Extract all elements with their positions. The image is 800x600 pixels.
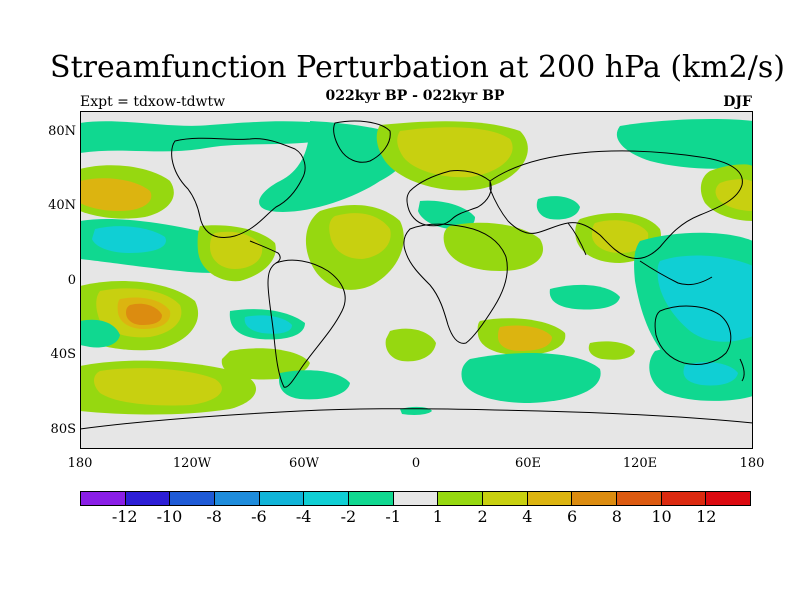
x-tick-0: 0 xyxy=(411,456,421,471)
colorbar-swatch xyxy=(617,492,662,505)
experiment-label: Expt = tdxow-tdwtw xyxy=(80,94,226,110)
coast-asia xyxy=(489,150,743,260)
colorbar-label: -8 xyxy=(206,507,222,526)
coast-south-america xyxy=(267,259,346,388)
colorbar-label: -6 xyxy=(251,507,267,526)
colorbar-swatch xyxy=(572,492,618,505)
colorbar-swatch xyxy=(527,492,573,505)
contour-north-america-green xyxy=(259,121,413,212)
contour-south-indian-pos-core xyxy=(498,325,552,351)
y-tick-80s: 80S xyxy=(50,422,76,437)
coast-antarctica xyxy=(80,408,753,430)
coast-europe xyxy=(406,170,492,227)
colorbar-swatch xyxy=(393,492,439,505)
x-tick-60w: 60W xyxy=(289,456,319,471)
plot-title: Streamfunction Perturbation at 200 hPa (… xyxy=(50,50,785,85)
contour-pacific-neg-core xyxy=(92,226,166,253)
x-tick-120e: 120E xyxy=(622,456,658,471)
y-tick-40n: 40N xyxy=(48,198,76,213)
contour-india-pos-core xyxy=(592,220,649,253)
colorbar-label: 10 xyxy=(651,507,672,526)
plot-subtitle: 022kyr BP - 022kyr BP xyxy=(325,88,505,104)
contour-south-america-neg-core xyxy=(244,315,292,334)
contour-arabia-pos xyxy=(443,222,544,271)
coast-southeast-asia xyxy=(639,260,713,286)
contour-ne-pacific-core xyxy=(80,178,152,211)
contour-west-pacific-neg-core xyxy=(657,255,753,342)
contour-mediterranean-neg xyxy=(418,200,475,230)
contour-atlantic-pos-core xyxy=(329,213,391,259)
colorbar-swatch xyxy=(259,492,305,505)
colorbar-swatch xyxy=(125,492,171,505)
colorbar-swatch xyxy=(215,492,260,505)
colorbar-label: 6 xyxy=(566,507,578,526)
colorbar-label: 2 xyxy=(477,507,488,526)
colorbar-swatch xyxy=(304,492,350,505)
colorbar-swatch xyxy=(170,492,216,505)
contour-south-pacific-pos-max xyxy=(126,303,162,325)
colorbar-label: -1 xyxy=(385,507,401,526)
colorbar-swatch xyxy=(349,492,394,505)
map-frame xyxy=(80,111,753,449)
contour-sw-indian-pos xyxy=(588,341,635,360)
contour-southern-australia-neg-core xyxy=(683,362,738,386)
colorbar-label: 12 xyxy=(696,507,717,526)
coast-north-america xyxy=(171,137,306,238)
contour-indian-ocean-neg xyxy=(549,284,620,310)
contour-sw-pacific-neg xyxy=(80,319,120,348)
contour-drake-neg xyxy=(279,370,350,400)
y-tick-80n: 80N xyxy=(48,124,76,139)
y-tick-40s: 40S xyxy=(50,347,76,362)
contour-central-asia-neg xyxy=(536,196,580,220)
colorbar-label: -2 xyxy=(340,507,357,526)
colorbar-label: 1 xyxy=(432,507,443,526)
colorbar-swatch xyxy=(483,492,528,505)
x-tick-60e: 60E xyxy=(514,456,542,471)
contour-southern-indian-neg xyxy=(461,353,601,403)
colorbar-label: 4 xyxy=(522,507,533,526)
contour-siberia-neg xyxy=(616,118,753,169)
y-tick-0: 0 xyxy=(67,273,76,288)
coast-africa xyxy=(403,223,508,344)
coast-india xyxy=(567,222,587,256)
season-label: DJF xyxy=(723,94,752,110)
coast-central-america xyxy=(249,240,281,264)
contour-north-atlantic-pos-core xyxy=(397,127,513,178)
colorbar-label: -10 xyxy=(156,507,183,526)
contour-fills xyxy=(80,118,753,415)
x-tick-180w: 180 xyxy=(67,456,93,471)
colorbar-swatch xyxy=(661,492,707,505)
x-tick-120w: 120W xyxy=(172,456,212,471)
colorbar-label: 8 xyxy=(611,507,622,526)
coast-new-zealand xyxy=(739,358,745,382)
coastlines xyxy=(80,120,753,430)
colorbar-label: -12 xyxy=(111,507,138,526)
coast-australia xyxy=(654,305,732,366)
contour-southern-pacific-pos-core xyxy=(94,368,222,406)
colorbar xyxy=(80,491,751,506)
coast-greenland xyxy=(333,120,391,163)
colorbar-label: -4 xyxy=(295,507,312,526)
streamfunction-map xyxy=(80,111,753,449)
x-tick-180e: 180 xyxy=(739,456,765,471)
contour-mexico-pos-core xyxy=(210,231,263,269)
contour-south-atlantic-pos xyxy=(385,328,436,362)
colorbar-swatch xyxy=(81,492,126,505)
colorbar-swatch xyxy=(706,492,751,505)
contour-arctic-west xyxy=(80,121,320,153)
colorbar-swatch xyxy=(438,492,484,505)
